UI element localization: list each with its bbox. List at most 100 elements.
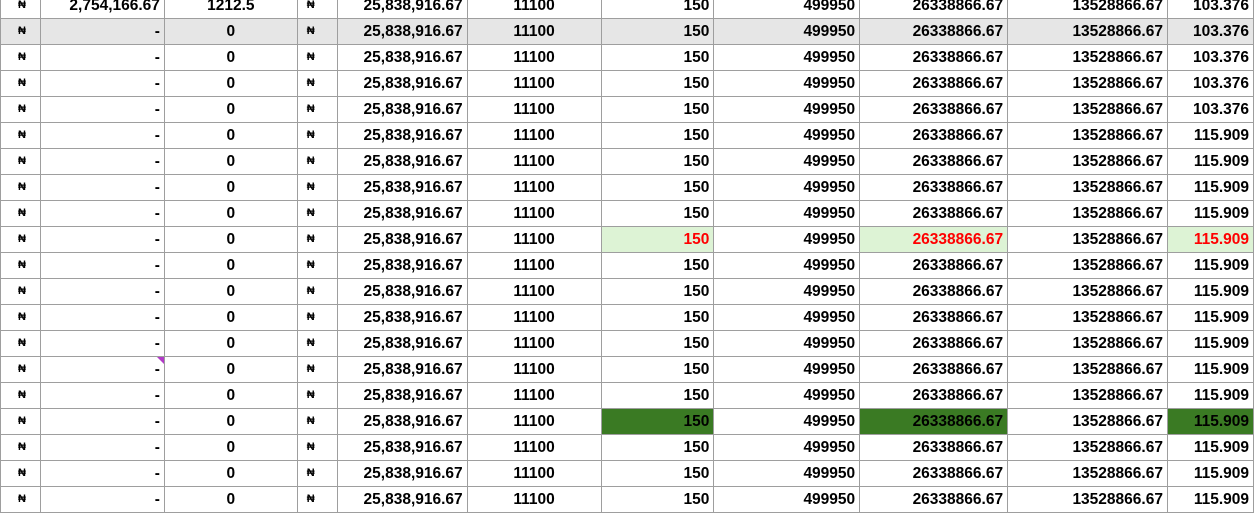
cell-d[interactable]: ₦ — [296, 70, 338, 97]
table-row[interactable]: ₦ -0 ₦ 25,838,916.67 11100 150 499950 26338866.… — [0, 356, 1254, 383]
cell-j[interactable]: 13528866.67 — [1007, 0, 1168, 19]
cell-b[interactable]: - — [39, 96, 165, 123]
cell-j[interactable]: 13528866.67 — [1007, 356, 1168, 383]
cell-d[interactable]: ₦ — [296, 44, 338, 71]
cell-h[interactable]: 499950 — [713, 278, 861, 305]
cell-g[interactable]: 150 — [600, 278, 715, 305]
cell-k[interactable]: 103.376 — [1166, 96, 1254, 123]
cell-k[interactable]: 115.909 — [1166, 356, 1254, 383]
cell-h[interactable]: 499950 — [713, 486, 861, 513]
cell-c[interactable]: 0 — [163, 486, 298, 513]
cell-e[interactable]: 25,838,916.67 — [336, 252, 468, 279]
cell-f[interactable]: 11100 — [466, 408, 602, 435]
cell-j[interactable]: 13528866.67 — [1007, 486, 1168, 513]
table-row[interactable]: ₦ -0 ₦ 25,838,916.67 11100 150 499950 26338866.… — [0, 278, 1254, 305]
cell-b[interactable]: - — [39, 174, 165, 201]
cell-d[interactable]: ₦ — [296, 226, 338, 253]
cell-j[interactable]: 13528866.67 — [1007, 122, 1168, 149]
table-row[interactable]: ₦ -0 ₦ 25,838,916.67 11100 150 499950 26338866.… — [0, 408, 1254, 435]
cell-a[interactable]: ₦ — [0, 70, 41, 97]
cell-a[interactable]: ₦ — [0, 408, 41, 435]
table-row[interactable]: ₦ -0 ₦ 25,838,916.67 11100 150 499950 26338866.… — [0, 226, 1254, 253]
cell-k[interactable]: 115.909 — [1166, 148, 1254, 175]
cell-d[interactable]: ₦ — [296, 252, 338, 279]
cell-h[interactable]: 499950 — [713, 96, 861, 123]
table-row[interactable]: ₦ -0 ₦ 25,838,916.67 11100 150 499950 26338866.… — [0, 148, 1254, 175]
cell-k[interactable]: 115.909 — [1166, 408, 1254, 435]
cell-b[interactable]: - — [39, 226, 165, 253]
cell-d[interactable]: ₦ — [296, 0, 338, 19]
cell-g[interactable]: 150 — [600, 460, 715, 487]
cell-e[interactable]: 25,838,916.67 — [336, 382, 468, 409]
cell-b[interactable]: - — [39, 200, 165, 227]
cell-c[interactable]: 0 — [163, 174, 298, 201]
cell-i[interactable]: 26338866.67 — [859, 460, 1009, 487]
table-row[interactable]: ₦ -0 ₦ 25,838,916.67 11100 150 499950 26338866.… — [0, 174, 1254, 201]
cell-b[interactable]: - — [39, 252, 165, 279]
cell-j[interactable]: 13528866.67 — [1007, 330, 1168, 357]
cell-c[interactable]: 0 — [163, 304, 298, 331]
cell-k[interactable]: 115.909 — [1166, 226, 1254, 253]
cell-a[interactable]: ₦ — [0, 382, 41, 409]
cell-j[interactable]: 13528866.67 — [1007, 304, 1168, 331]
table-row[interactable]: ₦ -0 ₦ 25,838,916.67 11100 150 499950 26338866.… — [0, 486, 1254, 513]
cell-h[interactable]: 499950 — [713, 200, 861, 227]
cell-e[interactable]: 25,838,916.67 — [336, 18, 468, 45]
cell-h[interactable]: 499950 — [713, 174, 861, 201]
cell-k[interactable]: 115.909 — [1166, 122, 1254, 149]
cell-a[interactable]: ₦ — [0, 148, 41, 175]
cell-g[interactable]: 150 — [600, 200, 715, 227]
cell-g[interactable]: 150 — [600, 252, 715, 279]
cell-a[interactable]: ₦ — [0, 226, 41, 253]
cell-e[interactable]: 25,838,916.67 — [336, 44, 468, 71]
cell-i[interactable]: 26338866.67 — [859, 174, 1009, 201]
table-row[interactable]: ₦ -0 ₦ 25,838,916.67 11100 150 499950 26338866.… — [0, 434, 1254, 461]
cell-d[interactable]: ₦ — [296, 330, 338, 357]
cell-h[interactable]: 499950 — [713, 226, 861, 253]
cell-j[interactable]: 13528866.67 — [1007, 148, 1168, 175]
cell-a[interactable]: ₦ — [0, 18, 41, 45]
cell-g[interactable]: 150 — [600, 382, 715, 409]
cell-h[interactable]: 499950 — [713, 382, 861, 409]
cell-f[interactable]: 11100 — [466, 70, 602, 97]
cell-g[interactable]: 150 — [600, 330, 715, 357]
cell-f[interactable]: 11100 — [466, 18, 602, 45]
cell-f[interactable]: 11100 — [466, 434, 602, 461]
cell-e[interactable]: 25,838,916.67 — [336, 122, 468, 149]
cell-h[interactable]: 499950 — [713, 434, 861, 461]
table-row[interactable]: ₦ -0 ₦ 25,838,916.67 11100 150 499950 26338866.… — [0, 200, 1254, 227]
cell-a[interactable]: ₦ — [0, 122, 41, 149]
cell-k[interactable]: 115.909 — [1166, 174, 1254, 201]
cell-h[interactable]: 499950 — [713, 330, 861, 357]
cell-c[interactable]: 0 — [163, 252, 298, 279]
cell-j[interactable]: 13528866.67 — [1007, 434, 1168, 461]
cell-k[interactable]: 115.909 — [1166, 434, 1254, 461]
cell-b[interactable]: - — [39, 356, 165, 383]
cell-e[interactable]: 25,838,916.67 — [336, 408, 468, 435]
cell-h[interactable]: 499950 — [713, 122, 861, 149]
cell-f[interactable]: 11100 — [466, 382, 602, 409]
cell-a[interactable]: ₦ — [0, 44, 41, 71]
cell-h[interactable]: 499950 — [713, 148, 861, 175]
table-row[interactable]: ₦ -0 ₦ 25,838,916.67 11100 150 499950 26338866.… — [0, 252, 1254, 279]
cell-g[interactable]: 150 — [600, 148, 715, 175]
cell-c[interactable]: 0 — [163, 408, 298, 435]
cell-k[interactable]: 115.909 — [1166, 486, 1254, 513]
cell-f[interactable]: 11100 — [466, 356, 602, 383]
table-row[interactable]: ₦ -0 ₦ 25,838,916.67 11100 150 499950 26338866.… — [0, 18, 1254, 45]
cell-j[interactable]: 13528866.67 — [1007, 408, 1168, 435]
table-row[interactable]: ₦ -0 ₦ 25,838,916.67 11100 150 499950 26338866.… — [0, 122, 1254, 149]
cell-i[interactable]: 26338866.67 — [859, 252, 1009, 279]
cell-k[interactable]: 115.909 — [1166, 278, 1254, 305]
cell-c[interactable]: 0 — [163, 356, 298, 383]
cell-c[interactable]: 0 — [163, 382, 298, 409]
cell-i[interactable]: 26338866.67 — [859, 200, 1009, 227]
cell-f[interactable]: 11100 — [466, 304, 602, 331]
cell-a[interactable]: ₦ — [0, 96, 41, 123]
cell-g[interactable]: 150 — [600, 96, 715, 123]
cell-c[interactable]: 0 — [163, 148, 298, 175]
cell-i[interactable]: 26338866.67 — [859, 486, 1009, 513]
cell-f[interactable]: 11100 — [466, 96, 602, 123]
cell-g[interactable]: 150 — [600, 434, 715, 461]
cell-j[interactable]: 13528866.67 — [1007, 18, 1168, 45]
